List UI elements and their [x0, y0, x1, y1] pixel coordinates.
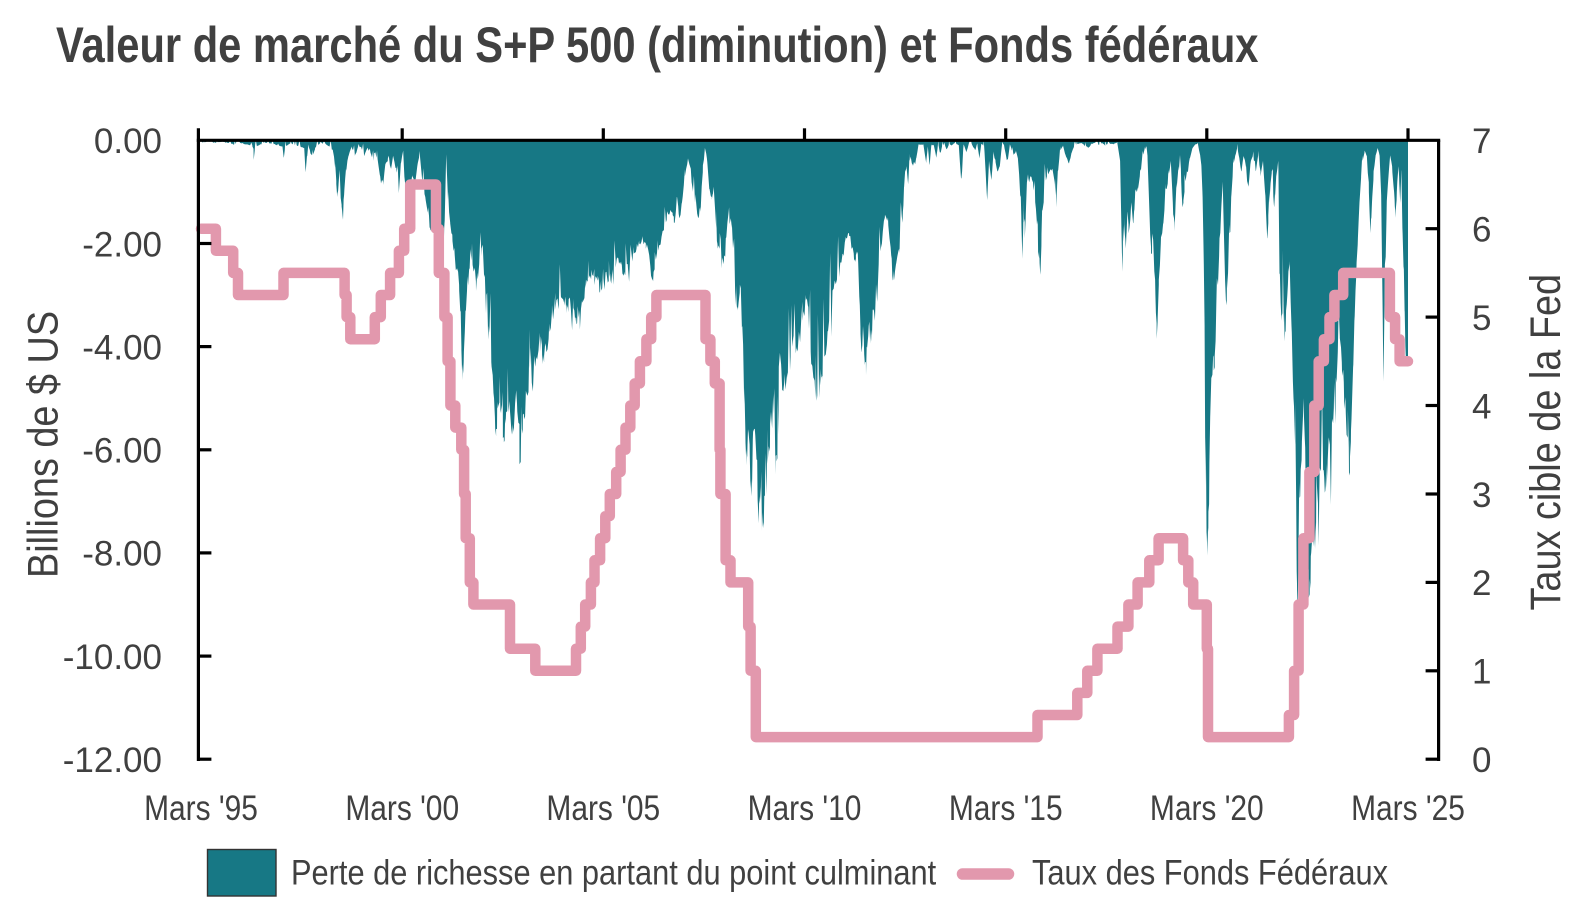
svg-text:5: 5 — [1472, 299, 1491, 338]
svg-text:Billions de $ US: Billions de $ US — [18, 311, 67, 578]
svg-text:-8.00: -8.00 — [82, 535, 162, 574]
svg-text:Taux des Fonds Fédéraux: Taux des Fonds Fédéraux — [1032, 853, 1388, 892]
svg-text:2: 2 — [1472, 564, 1491, 603]
svg-text:-6.00: -6.00 — [82, 432, 162, 471]
svg-text:Mars '25: Mars '25 — [1351, 789, 1465, 828]
svg-text:Perte de richesse en partant d: Perte de richesse en partant du point cu… — [291, 853, 936, 892]
svg-text:0: 0 — [1472, 741, 1491, 780]
svg-text:-4.00: -4.00 — [82, 328, 162, 367]
svg-text:4: 4 — [1472, 387, 1491, 426]
svg-text:Mars '10: Mars '10 — [748, 789, 862, 828]
svg-text:Mars '20: Mars '20 — [1150, 789, 1264, 828]
svg-text:3: 3 — [1472, 476, 1491, 515]
svg-text:-12.00: -12.00 — [63, 741, 162, 780]
svg-text:Mars '95: Mars '95 — [144, 789, 258, 828]
svg-text:Mars '00: Mars '00 — [345, 789, 459, 828]
svg-text:Mars '05: Mars '05 — [546, 789, 660, 828]
svg-text:6: 6 — [1472, 211, 1491, 250]
svg-text:-2.00: -2.00 — [82, 225, 162, 264]
svg-text:Taux cible de la Fed: Taux cible de la Fed — [1521, 274, 1570, 611]
svg-text:Valeur de marché du S+P 500 (d: Valeur de marché du S+P 500 (diminution)… — [56, 16, 1259, 72]
svg-text:-10.00: -10.00 — [63, 638, 162, 677]
svg-text:Mars '15: Mars '15 — [949, 789, 1063, 828]
svg-text:7: 7 — [1472, 122, 1491, 161]
svg-text:0.00: 0.00 — [94, 122, 162, 161]
svg-text:1: 1 — [1472, 653, 1491, 692]
